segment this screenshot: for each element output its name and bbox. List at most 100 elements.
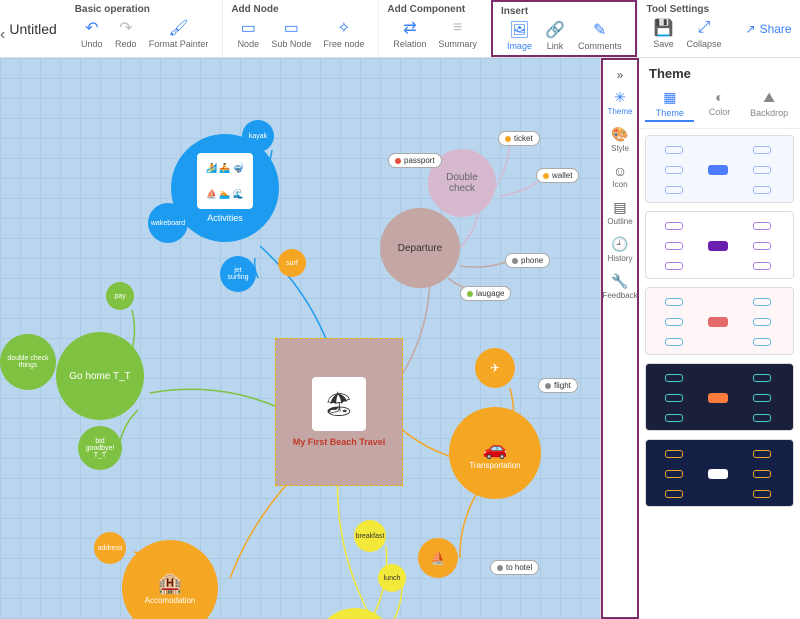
color-tab-icon: ◐ [715,89,723,105]
summary-label: Summary [438,39,477,49]
tool-group-basic-operation: Basic operation ↶ Undo ↷ Redo 🖌Format Painter [67,0,223,57]
node-breakfast[interactable]: breakfast [354,520,386,552]
collapse-icon: ⤢ [695,19,713,37]
node-foods[interactable]: 📚Foods [315,608,395,619]
node-bidbye[interactable]: bid goodbye! T_T [78,426,122,470]
center-node[interactable]: 🏖 My First Beach Travel [275,338,403,486]
free-node-label: Free node [323,39,364,49]
node-sail[interactable]: ⛵ [418,538,458,578]
sub-node-button[interactable]: ▭ Sub Node [265,17,317,51]
comments-button[interactable]: ✎ Comments [572,19,628,53]
mindmap-canvas[interactable]: 🏄🚣🤿⛵🏊🌊Activitieskayakwakeboardjet surfin… [0,58,600,619]
collapse-label: Collapse [686,39,721,49]
undo-button[interactable]: ↶ Undo [75,17,109,51]
sub-node-icon: ▭ [282,19,300,37]
pill-wallet[interactable]: wallet [536,168,579,183]
link-button[interactable]: 🔗Link [538,19,572,53]
node-gohome[interactable]: Go home T_T [56,332,144,420]
node-icon: 🚗 [483,436,508,461]
node-plane[interactable]: ✈ [475,348,515,388]
node-jetsurf[interactable]: jet surfing [220,256,256,292]
rail-theme[interactable]: ✳Theme [602,84,637,121]
theme-thumb-1[interactable] [645,211,794,279]
summary-button[interactable]: ≡ Summary [432,17,483,51]
undo-label: Undo [81,39,103,49]
node-address[interactable]: address [94,532,126,564]
node-transport[interactable]: 🚗Transportation [449,407,541,499]
tool-group-title: Add Node [231,4,370,15]
redo-label: Redo [115,39,137,49]
tool-group-title: Insert [501,6,628,17]
outline-icon: ▤ [613,199,626,216]
tool-group-title: Tool Settings [646,4,727,15]
backdrop-tab-icon: ⛰ [763,89,775,106]
redo-icon: ↷ [117,19,135,37]
status-dot-icon [395,158,401,164]
pill-phone[interactable]: phone [505,253,550,268]
center-image-icon: 🏖 [312,377,366,431]
tool-group-tool-settings: Tool Settings 💾Save ⤢ Collapse [637,0,735,57]
tool-group-title: Add Component [387,4,483,15]
save-button[interactable]: 💾Save [646,17,680,51]
comments-label: Comments [578,41,622,51]
feedback-icon: 🔧 [611,273,628,290]
theme-thumb-2[interactable] [645,287,794,355]
tool-group-title: Basic operation [75,4,215,15]
undo-icon: ↶ [83,19,101,37]
panel-tab-backdrop[interactable]: ⛰Backdrop [745,89,794,122]
rail-history[interactable]: 🕘History [602,231,637,268]
node-pay[interactable]: pay [106,282,134,310]
node-kayak[interactable]: kayak [242,120,274,152]
rail-outline[interactable]: ▤Outline [602,194,637,231]
pill-laugage[interactable]: laugage [460,286,511,301]
node-departure[interactable]: Departure [380,208,460,288]
pill-flight[interactable]: flight [538,378,578,393]
panel-tab-theme[interactable]: ▦Theme [645,89,694,122]
style-icon: 🎨 [611,126,628,143]
theme-thumb-3[interactable] [645,363,794,431]
node-icon: 🏨 [158,571,183,596]
node-button[interactable]: ▭Node [231,17,265,51]
tool-group-add-component: Add Component ⇄Relation ≡ Summary [378,0,491,57]
node-accom[interactable]: 🏨Accomodation [122,540,218,619]
image-button[interactable]: 🖼Image [501,19,538,53]
rail-icon[interactable]: ☺Icon [602,158,637,194]
toolbar: ‹ Untitled Basic operation↶Undo↷Redo🖌For… [0,0,800,58]
node-dct[interactable]: double check things [0,334,56,390]
status-dot-icon [512,258,518,264]
rail-feedback[interactable]: 🔧Feedback [602,268,637,305]
panel-tab-color[interactable]: ◐Color [695,89,744,122]
share-icon: ↗ [746,22,756,36]
node-label: Node [238,39,260,49]
free-node-button[interactable]: ✧ Free node [317,17,370,51]
icon-icon: ☺ [613,163,627,179]
format-painter-label: Format Painter [149,39,209,49]
theme-list[interactable] [639,129,800,619]
theme-thumb-4[interactable] [645,439,794,507]
node-wakeboard[interactable]: wakeboard [148,203,188,243]
save-icon: 💾 [654,19,672,37]
collapse-panel-icon[interactable]: » [617,64,624,84]
sub-node-label: Sub Node [271,39,311,49]
doc-title[interactable]: Untitled [5,0,66,57]
redo-button[interactable]: ↷ Redo [109,17,143,51]
rail-style[interactable]: 🎨Style [602,121,637,158]
status-dot-icon [505,136,511,142]
link-label: Link [547,41,564,51]
free-node-icon: ✧ [335,19,353,37]
pill-passport[interactable]: passport [388,153,442,168]
pill-to hotel[interactable]: to hotel [490,560,539,575]
pill-ticket[interactable]: ticket [498,131,540,146]
comments-icon: ✎ [591,21,609,39]
image-icon: 🖼 [510,21,528,39]
node-lunch[interactable]: lunch [378,564,406,592]
right-panel: » ✳Theme🎨Style☺Icon▤Outline🕘History🔧Feed… [600,58,800,619]
center-title: My First Beach Travel [293,437,386,447]
format-painter-button[interactable]: 🖌Format Painter [143,17,215,51]
summary-icon: ≡ [449,19,467,37]
node-surf[interactable]: surf [278,249,306,277]
share-button[interactable]: ↗Share [746,22,792,36]
theme-thumb-0[interactable] [645,135,794,203]
collapse-button[interactable]: ⤢ Collapse [680,17,727,51]
relation-button[interactable]: ⇄Relation [387,17,432,51]
